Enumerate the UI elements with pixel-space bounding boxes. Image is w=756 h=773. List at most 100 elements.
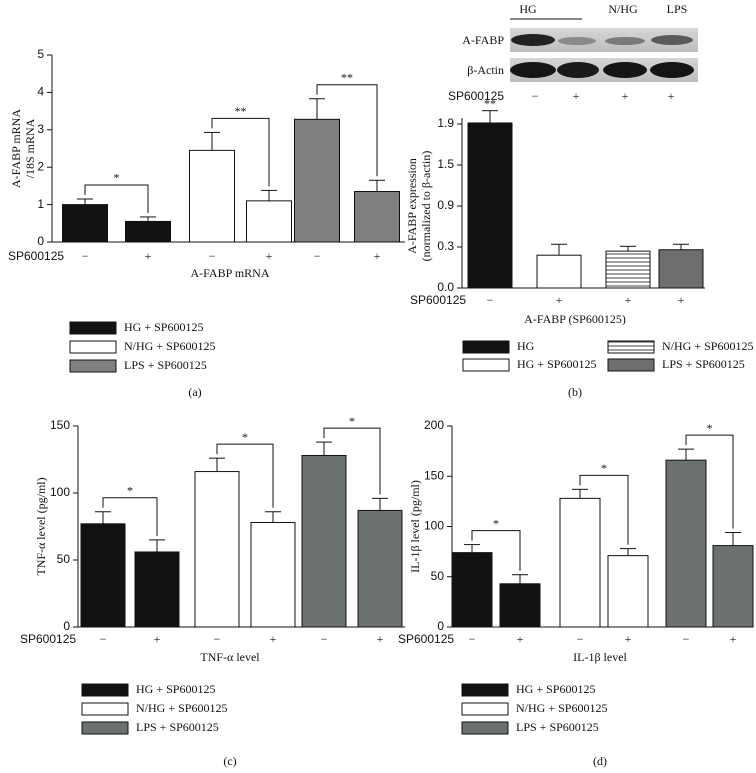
x-tick-label: −: [683, 632, 690, 646]
x-tick-label: +: [517, 632, 524, 646]
significance-label: *: [242, 430, 248, 444]
legend-swatch: [81, 683, 129, 697]
bar: [246, 200, 292, 243]
legend-swatch: [462, 358, 510, 372]
legend-swatch: [69, 340, 117, 354]
y-tick-label: 0: [63, 619, 70, 633]
significance-label: *: [707, 421, 713, 435]
legend-label: LPS + SP600125: [662, 357, 745, 371]
y-tick-label: 1.5: [437, 157, 454, 171]
x-tick-label: −: [469, 632, 476, 646]
x-tick-label: −: [487, 293, 494, 307]
panel-label: (b): [568, 385, 582, 399]
bar: [665, 459, 707, 628]
bar: [80, 523, 126, 628]
lane-label: N/HG: [608, 2, 638, 16]
x-tick-label: +: [625, 632, 632, 646]
bar: [451, 552, 493, 628]
y-tick-label: 200: [424, 418, 444, 432]
significance-label: *: [601, 461, 607, 475]
legend-swatch: [462, 340, 510, 354]
legend-swatch: [607, 358, 655, 372]
panel-label: (c): [223, 754, 236, 768]
y-tick-label: 150: [424, 468, 444, 482]
significance-label: *: [349, 414, 355, 428]
significance-bracket: [579, 474, 629, 545]
bar: [125, 220, 171, 243]
significance-bracket: [685, 434, 734, 529]
significance-label: **: [341, 71, 353, 85]
legend-label: HG + SP600125: [136, 682, 215, 696]
x-tick-label: +: [374, 249, 381, 263]
blot-row-label: A-FABP: [462, 33, 504, 47]
legend-swatch: [607, 340, 655, 354]
blot-row-label: β-Actin: [467, 63, 504, 77]
treatment-sign: −: [532, 89, 539, 103]
legend-swatch: [81, 702, 129, 716]
y-tick-label: 50: [431, 569, 445, 583]
band: [511, 34, 555, 46]
y-tick-label: 100: [424, 519, 444, 533]
x-tick-label: +: [266, 249, 273, 263]
western-blot: HG N/HG LPS A-FABP β-Actin SP600125 − + …: [448, 2, 698, 103]
significance-bracket: [316, 84, 378, 177]
significance-label: **: [484, 96, 496, 110]
x-axis-label: TNF-α level: [200, 650, 260, 664]
y-tick-label: 3: [37, 122, 44, 136]
y-tick-label: 0.0: [437, 280, 454, 294]
y-axis-label: A-FABP mRNA: [9, 109, 23, 188]
bar: [294, 118, 340, 243]
y-axis-label: TNF-α level (pg/ml): [34, 477, 48, 575]
legend-label: HG + SP600125: [517, 357, 596, 371]
x-tick-label: −: [577, 632, 584, 646]
treatment-label: SP600125: [448, 89, 504, 103]
treatment-label: SP600125: [8, 249, 64, 263]
significance-bracket: [323, 427, 381, 495]
bar: [499, 583, 541, 628]
bar: [712, 545, 754, 628]
bar: [658, 249, 704, 289]
x-tick-label: +: [154, 632, 161, 646]
legend-label: LPS + SP600125: [124, 358, 207, 372]
significance-label: *: [493, 516, 499, 530]
legend-swatch: [69, 359, 117, 373]
y-tick-label: 0.3: [437, 239, 454, 253]
x-axis-label: A-FABP (SP600125): [524, 312, 626, 326]
x-tick-label: +: [625, 293, 632, 307]
x-tick-label: −: [321, 632, 328, 646]
y-tick-label: 0: [437, 619, 444, 633]
bar: [250, 521, 296, 628]
legend-label: N/HG + SP600125: [662, 339, 753, 353]
y-axis-label: /18S mRNA: [23, 118, 37, 178]
bar: [194, 471, 240, 628]
y-tick-label: 50: [57, 552, 71, 566]
band: [650, 62, 694, 78]
bar: [354, 191, 400, 243]
band: [557, 62, 599, 78]
legend-label: N/HG + SP600125: [124, 339, 215, 353]
bar: [301, 454, 347, 628]
y-axis-label: (normalized to β-actin): [419, 151, 433, 262]
y-axis-label: IL-1β level (pg/ml): [408, 480, 422, 573]
significance-label: *: [114, 171, 120, 185]
bar: [605, 250, 651, 289]
band: [558, 37, 596, 45]
y-tick-label: 1.9: [437, 116, 454, 130]
band: [605, 37, 645, 45]
y-tick-label: 2: [37, 159, 44, 173]
x-tick-label: +: [270, 632, 277, 646]
legend-label: HG + SP600125: [124, 320, 203, 334]
lane-label: HG: [519, 2, 537, 16]
treatment-label: SP600125: [410, 293, 466, 307]
significance-bracket: [471, 530, 521, 571]
x-tick-label: −: [100, 632, 107, 646]
bar: [536, 254, 582, 289]
bar: [467, 122, 513, 289]
legend-swatch: [69, 321, 117, 335]
legend-label: N/HG + SP600125: [516, 701, 607, 715]
legend-swatch: [461, 702, 509, 716]
band: [510, 62, 556, 78]
y-tick-label: 4: [37, 85, 44, 99]
legend-swatch: [461, 683, 509, 697]
